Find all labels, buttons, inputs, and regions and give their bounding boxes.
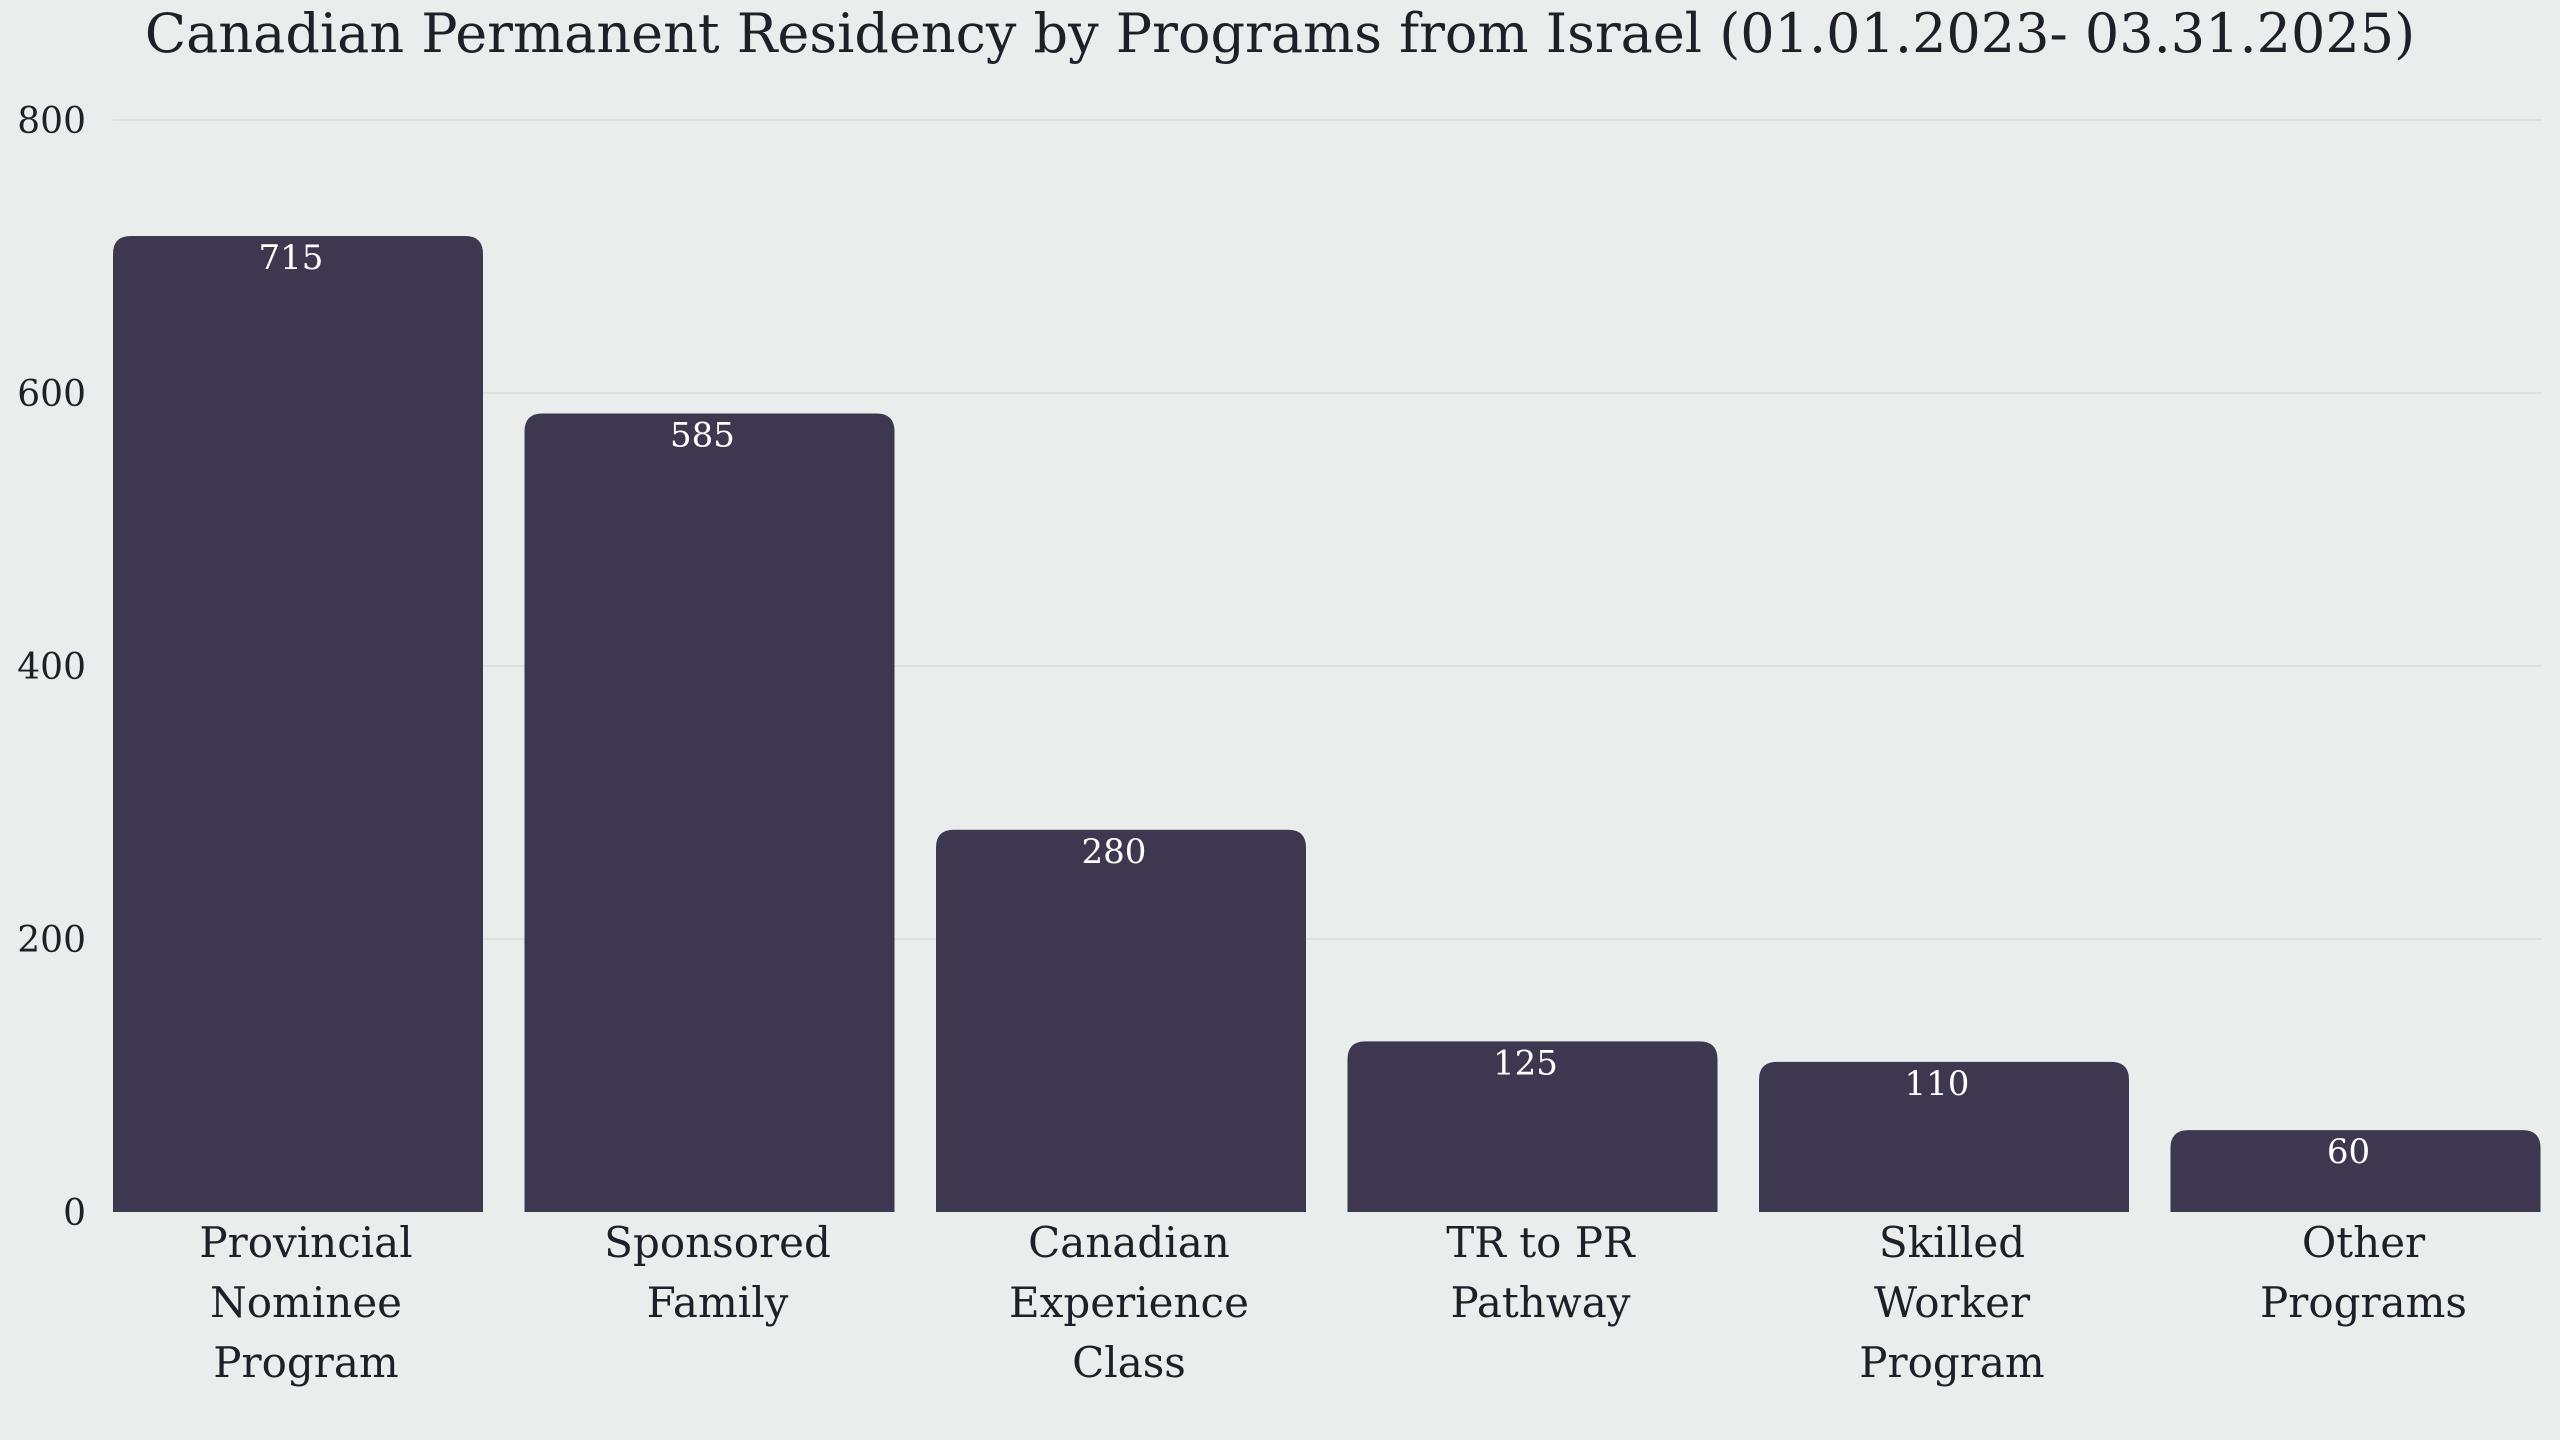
y-tick-label: 200: [17, 920, 86, 961]
x-tick-label-line: Experience: [1009, 1278, 1249, 1327]
bar: [936, 829, 1306, 1212]
bar: [524, 413, 895, 1213]
data-label: 60: [2327, 1132, 2370, 1172]
bar: [2170, 1130, 2541, 1212]
x-tick-label-line: Canadian: [1028, 1218, 1230, 1267]
x-tick-label-line: Program: [213, 1338, 398, 1387]
bar: [1347, 1041, 1718, 1212]
data-label: 715: [259, 238, 324, 278]
x-tick-label-line: Sponsored: [604, 1218, 831, 1267]
x-tick-label-line: Skilled: [1879, 1218, 2025, 1267]
x-tick-label: Sponsored Family: [604, 1218, 831, 1327]
bar: [113, 236, 483, 1212]
x-tick-label-line: Family: [647, 1278, 789, 1327]
x-tick-label: Provincial Nominee Program: [199, 1218, 412, 1387]
y-tick-label: 800: [17, 101, 86, 142]
y-tick-label: 400: [17, 647, 86, 688]
x-tick-label-line: Programs: [2260, 1278, 2467, 1327]
chart-title: Canadian Permanent Residency by Programs…: [145, 2, 2415, 65]
x-tick-label-line: Other: [2302, 1218, 2426, 1267]
x-tick-label-line: Nominee: [210, 1278, 402, 1327]
x-tick-label-line: Worker: [1874, 1278, 2031, 1327]
x-axis: Provincial Nominee Program Sponsored Family C…: [199, 1218, 2467, 1387]
y-tick-label: 0: [63, 1193, 86, 1234]
y-axis: 0 200 400 600 800: [17, 101, 86, 1234]
x-tick-label-line: TR to PR: [1446, 1218, 1636, 1267]
bars: [113, 236, 2541, 1213]
data-label: 110: [1905, 1064, 1970, 1104]
data-labels: 715 585 280 125 110 60: [259, 238, 2371, 1172]
data-label: 280: [1082, 832, 1147, 872]
x-tick-label-line: Pathway: [1450, 1278, 1630, 1327]
data-label: 125: [1493, 1043, 1558, 1083]
x-tick-label: Canadian Experience Class: [1009, 1218, 1249, 1387]
bar: [1759, 1061, 2129, 1212]
y-tick-label: 600: [17, 374, 86, 415]
x-tick-label-line: Program: [1859, 1338, 2044, 1387]
gridlines: [113, 119, 2542, 940]
x-tick-label: Skilled Worker Program: [1859, 1218, 2044, 1387]
x-tick-label: TR to PR Pathway: [1446, 1218, 1636, 1327]
x-tick-label-line: Class: [1072, 1338, 1186, 1387]
x-tick-label-line: Provincial: [199, 1218, 412, 1267]
x-tick-label: Other Programs: [2260, 1218, 2467, 1327]
data-label: 585: [670, 415, 735, 455]
